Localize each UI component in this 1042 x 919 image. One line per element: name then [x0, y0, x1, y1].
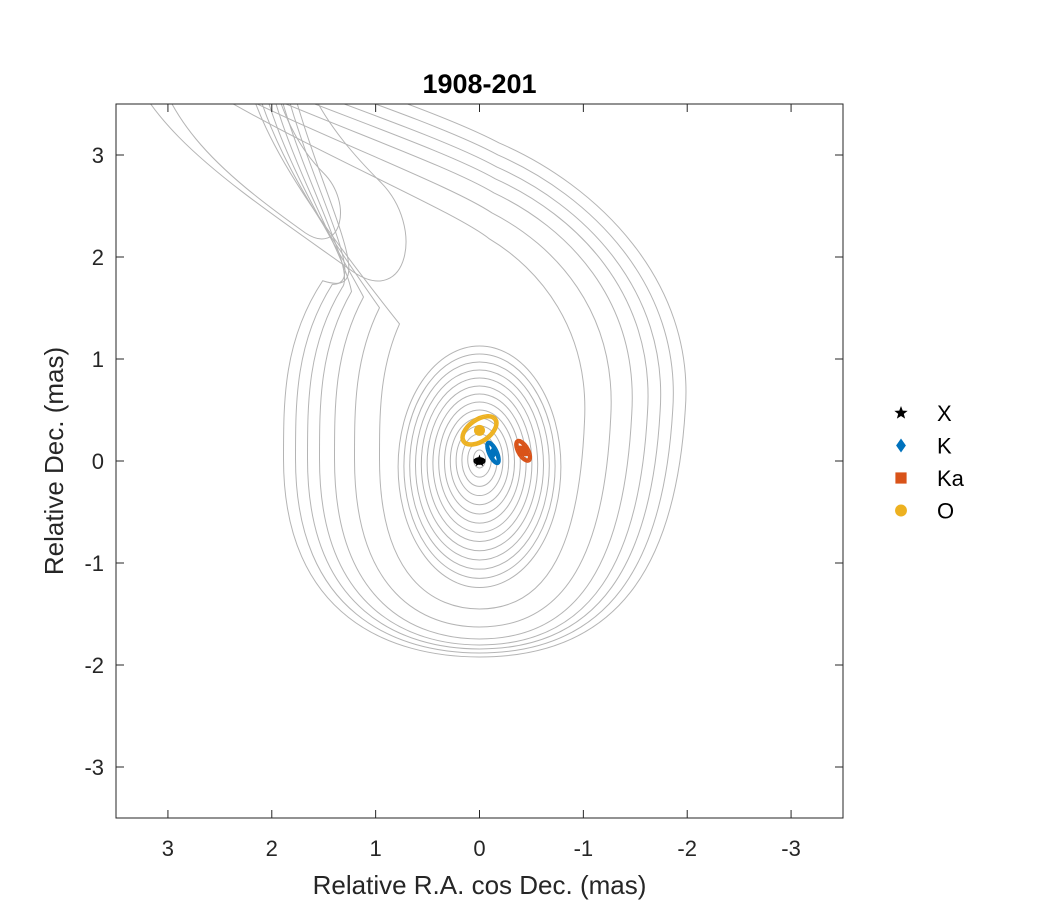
contour-outer — [289, 104, 674, 654]
x-tick-label: 1 — [370, 836, 382, 861]
legend-label-x: X — [937, 401, 952, 426]
x-tick-label: 2 — [266, 836, 278, 861]
x-axis-label: Relative R.A. cos Dec. (mas) — [313, 870, 647, 900]
contour-outer — [283, 104, 687, 658]
contour-outer — [275, 104, 649, 646]
y-tick-label: 0 — [92, 449, 104, 474]
error-ellipse-o — [463, 416, 496, 444]
y-tick-label: -2 — [84, 653, 104, 678]
legend-marker-o — [895, 504, 907, 517]
error-ellipse-o — [461, 415, 498, 446]
x-tick-label: 0 — [473, 836, 485, 861]
y-axis-label: Relative Dec. (mas) — [39, 347, 69, 575]
error-ellipse-ka — [514, 438, 533, 463]
contour-core — [420, 377, 539, 552]
x-tick-label: -1 — [574, 836, 594, 861]
contour-core — [444, 409, 515, 515]
legend-label-o: O — [937, 499, 954, 524]
contour-jet — [171, 104, 341, 240]
contour-outer — [256, 104, 612, 628]
contour-core — [415, 369, 544, 561]
legend-marker-k — [896, 438, 906, 453]
contour-core — [403, 353, 556, 579]
y-tick-label: 1 — [92, 347, 104, 372]
data-point-o — [473, 424, 486, 436]
error-ellipse-o — [460, 414, 499, 447]
contour-core — [426, 385, 533, 543]
contour-core — [397, 345, 562, 589]
data-point-x — [473, 454, 486, 467]
legend-marker-x — [894, 406, 908, 419]
error-ellipse-k — [485, 440, 501, 466]
x-tick-label: 3 — [162, 836, 174, 861]
contour-core — [473, 449, 486, 469]
legend-label-k: K — [937, 434, 952, 459]
contour-core — [438, 401, 521, 524]
legend-marker-ka — [895, 472, 907, 484]
contour-outer — [268, 104, 633, 640]
chart-title: 1908-201 — [422, 69, 536, 99]
markers — [460, 414, 533, 467]
legend-label-ka: Ka — [937, 466, 965, 491]
contour-core — [409, 361, 550, 570]
y-tick-label: -1 — [84, 551, 104, 576]
y-tick-label: 3 — [92, 143, 104, 168]
contour-outer — [232, 104, 586, 610]
y-tick-label: 2 — [92, 245, 104, 270]
x-axis-ticks: 3 2 1 0 -1 -2 -3 — [162, 104, 801, 861]
x-tick-label: -2 — [677, 836, 697, 861]
legend: XK Ka O — [894, 401, 965, 524]
data-point-k — [488, 446, 498, 460]
contour-core — [432, 393, 527, 533]
contour-map — [150, 104, 687, 658]
y-axis-ticks: -3 -2 -1 0 1 2 3 — [84, 143, 843, 780]
data-point-ka — [517, 445, 529, 456]
contour-jet — [150, 104, 407, 282]
y-tick-label: -3 — [84, 755, 104, 780]
x-tick-label: -3 — [781, 836, 801, 861]
